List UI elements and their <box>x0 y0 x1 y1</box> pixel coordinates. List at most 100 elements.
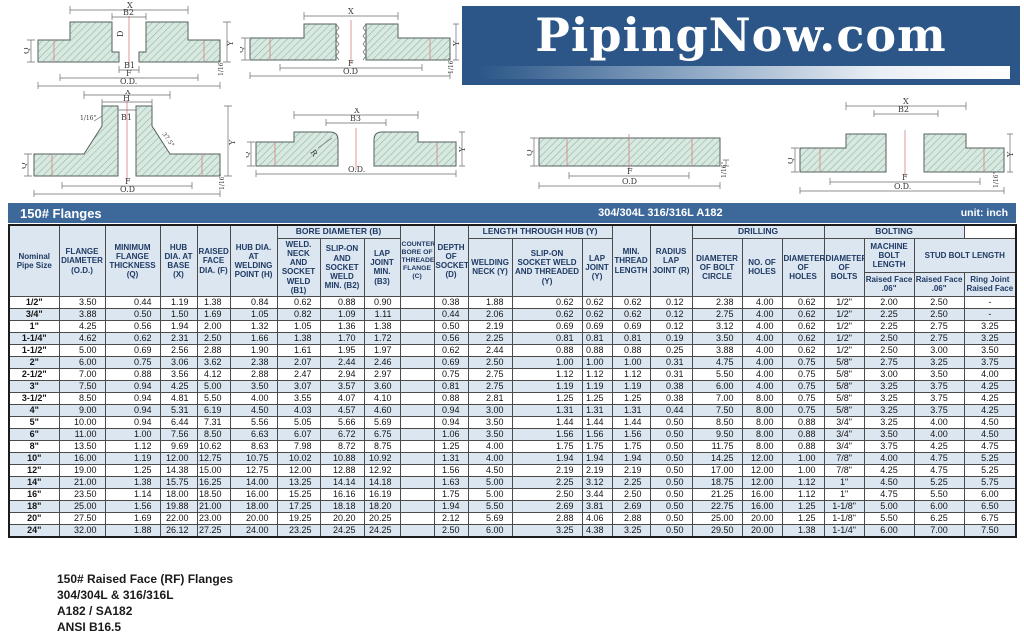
value-cell: 2.19 <box>511 463 583 477</box>
pipe-size-cell: 20" <box>8 511 60 525</box>
value-cell: 1.94 <box>511 451 583 465</box>
value-cell: 4.00 <box>467 439 513 453</box>
value-cell: 0.50 <box>649 523 693 538</box>
value-cell: 8.00 <box>741 403 783 417</box>
value-cell: 1.94 <box>581 451 613 465</box>
value-cell: 8.50 <box>691 415 743 429</box>
value-cell: 1.19 <box>581 379 613 393</box>
value-cell: 8.00 <box>741 427 783 441</box>
dim-label: 1/16" <box>218 60 225 76</box>
value-cell: 3.75 <box>863 439 915 453</box>
value-cell: 0.88 <box>781 439 825 453</box>
value-cell: 3.88 <box>691 343 743 357</box>
value-cell: 2.88 <box>611 511 651 525</box>
value-cell: 19.25 <box>276 511 321 525</box>
pipe-size-cell: 1-1/4" <box>8 331 60 345</box>
value-cell: 1.69 <box>104 511 161 525</box>
value-cell: 3.25 <box>913 355 965 369</box>
table-row: 4" 9.00 0.94 5.31 6.19 4.50 4.03 4.57 4.60 0.94 3.… <box>8 403 1017 417</box>
value-cell: 6.00 <box>691 379 743 393</box>
value-cell: 2.50 <box>913 307 965 321</box>
value-cell: 2.56 <box>159 343 198 357</box>
value-cell: 2.88 <box>511 511 583 525</box>
value-cell: 0.50 <box>433 319 469 333</box>
value-cell: 3.75 <box>913 379 965 393</box>
value-cell: 6.00 <box>467 523 513 538</box>
value-cell: 0.62 <box>433 343 469 357</box>
value-cell: 2.44 <box>319 355 365 369</box>
value-cell: 0.94 <box>104 391 161 405</box>
value-cell: 5.31 <box>159 403 198 417</box>
value-cell: 8.00 <box>741 415 783 429</box>
banner-gradient-strip <box>478 66 1010 79</box>
value-cell: 0.62 <box>611 307 651 321</box>
dim-label: X <box>348 8 354 16</box>
col-header-hub-dia-welding-point: HUB DIA. AT WELDING POINT (H) <box>229 224 278 297</box>
value-cell: 0.75 <box>104 355 161 369</box>
value-cell: 2.75 <box>913 319 965 333</box>
flange-dimensions-table: Nominal Pipe Size FLANGE DIAMETER (O.D.)… <box>8 224 1018 538</box>
value-cell: 4.50 <box>963 415 1017 429</box>
value-cell: 5.25 <box>963 463 1017 477</box>
table-row: 1/2" 3.50 0.44 1.19 1.38 0.84 0.62 0.88 0.90 0.38… <box>8 295 1017 309</box>
value-cell: 1.25 <box>781 499 825 513</box>
value-cell: 16.00 <box>741 487 783 501</box>
value-cell: 2.94 <box>319 367 365 381</box>
table-row: 14" 21.00 1.38 15.75 16.25 14.00 13.25 14.14 14.… <box>8 475 1017 489</box>
dim-label: B2 <box>898 105 909 114</box>
value-cell: 0.75 <box>781 391 825 405</box>
dim-label: Q <box>527 149 534 156</box>
value-cell: 4.00 <box>913 427 965 441</box>
table-row: 12" 19.00 1.25 14.38 15.00 12.75 12.00 12.88 12.… <box>8 463 1017 477</box>
value-cell: 5.50 <box>691 367 743 381</box>
value-cell: 8.50 <box>58 391 106 405</box>
table-row: 3" 7.50 0.94 4.25 5.00 3.50 3.07 3.57 3.60 0.81 2.… <box>8 379 1017 393</box>
value-cell: 0.69 <box>581 319 613 333</box>
value-cell: 1.38 <box>276 331 321 345</box>
value-cell: 1.38 <box>363 319 401 333</box>
value-cell: 1.56 <box>581 427 613 441</box>
value-cell: 2.97 <box>363 367 401 381</box>
dim-label: F <box>902 173 908 182</box>
value-cell: 4.25 <box>159 379 198 393</box>
col-header-machine-bolt-length: MACHINE BOLT LENGTH <box>863 237 915 273</box>
value-cell: 24.25 <box>363 523 401 538</box>
value-cell: 4.60 <box>363 403 401 417</box>
value-cell: 16.25 <box>196 475 231 489</box>
value-cell: 23.50 <box>58 487 106 501</box>
value-cell: 4.00 <box>741 331 783 345</box>
value-cell: 1.19 <box>159 295 198 309</box>
value-cell: 1.56 <box>433 463 469 477</box>
dim-label: B2 <box>123 8 134 17</box>
col-header-flange-diameter: FLANGE DIAMETER (O.D.) <box>58 224 106 297</box>
value-cell: 0.75 <box>781 355 825 369</box>
value-cell: 0.88 <box>781 427 825 441</box>
value-cell: 0.62 <box>276 295 321 309</box>
value-cell: 4.50 <box>229 403 278 417</box>
value-cell: 12.75 <box>229 463 278 477</box>
value-cell: 0.38 <box>649 379 693 393</box>
pipe-size-cell: 1" <box>8 319 60 333</box>
pipe-size-cell: 12" <box>8 463 60 477</box>
value-cell: 0.44 <box>433 307 469 321</box>
value-cell: 0.50 <box>649 415 693 429</box>
value-cell: 2.50 <box>863 343 915 357</box>
value-cell: 13.50 <box>58 439 106 453</box>
value-cell: 6.25 <box>913 511 965 525</box>
value-cell: 5/8" <box>823 403 865 417</box>
value-cell: 3.44 <box>581 487 613 501</box>
col-header-nominal-pipe-size: Nominal Pipe Size <box>8 224 60 297</box>
section-header-bar: 150# Flanges 304/304L 316/316L A182 unit… <box>8 203 1016 223</box>
value-cell <box>399 391 435 405</box>
value-cell: 4.07 <box>319 391 365 405</box>
value-cell <box>399 451 435 465</box>
value-cell: 19.88 <box>159 499 198 513</box>
value-cell: - <box>963 295 1017 309</box>
value-cell: 7/8" <box>823 451 865 465</box>
value-cell: 3.25 <box>963 319 1017 333</box>
pipe-size-cell: 3" <box>8 379 60 393</box>
value-cell: 1.12 <box>781 475 825 489</box>
value-cell: 32.00 <box>58 523 106 538</box>
dim-label: O.D. <box>348 165 365 174</box>
dim-label: F <box>348 59 354 68</box>
